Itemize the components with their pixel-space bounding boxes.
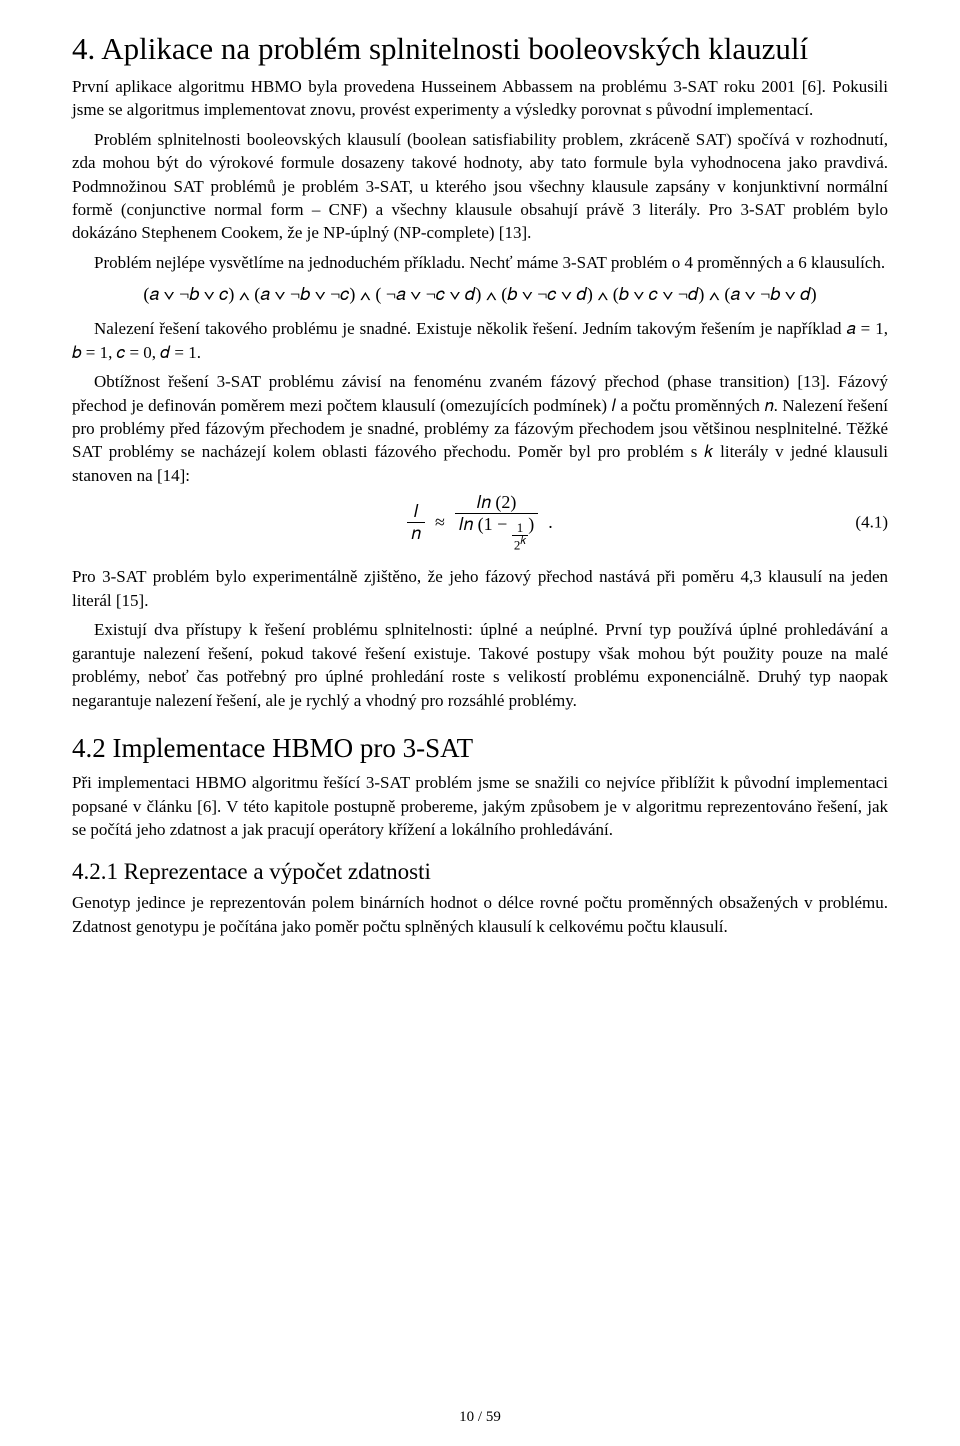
subsection-heading: 4.2 Implementace HBMO pro 3-SAT <box>72 730 888 767</box>
fraction-left: 𝑙 𝑛 <box>407 502 425 543</box>
denominator-text: 𝑙𝑛 (1 − <box>459 514 512 534</box>
equation-row: 𝑙 𝑛 ≈ 𝑙𝑛 (2) 𝑙𝑛 (1 − 12𝑘) . (4.1) <box>72 493 888 551</box>
approx-sign: ≈ <box>435 510 445 535</box>
denominator-close: ) <box>528 514 534 534</box>
equation-body: 𝑙 𝑛 ≈ 𝑙𝑛 (2) 𝑙𝑛 (1 − 12𝑘) . <box>407 493 552 551</box>
page-number: 10 / 59 <box>0 1407 960 1428</box>
fraction-right: 𝑙𝑛 (2) 𝑙𝑛 (1 − 12𝑘) <box>455 493 538 551</box>
fraction-numerator: 𝑙𝑛 (2) <box>473 493 521 513</box>
paragraph: Genotyp jedince je reprezentován polem b… <box>72 891 888 938</box>
nested-numerator: 1 <box>515 522 526 534</box>
nested-fraction: 12𝑘 <box>512 522 528 551</box>
paragraph: Existují dva přístupy k řešení problému … <box>72 618 888 712</box>
equation-period: . <box>548 510 553 535</box>
logic-formula: (𝑎 ∨ ¬𝑏 ∨ 𝑐) ∧ (𝑎 ∨ ¬𝑏 ∨ ¬𝑐) ∧ ( ¬𝑎 ∨ ¬𝑐… <box>72 282 888 307</box>
paragraph: Pro 3-SAT problém bylo experimentálně zj… <box>72 565 888 612</box>
nested-den-exponent: 𝑘 <box>520 535 526 547</box>
paragraph: Nalezení řešení takového problému je sna… <box>72 317 888 364</box>
paragraph: Problém splnitelnosti booleovských klaus… <box>72 128 888 245</box>
paragraph: Obtížnost řešení 3-SAT problému závisí n… <box>72 370 888 487</box>
paragraph: Při implementaci HBMO algoritmu řešící 3… <box>72 771 888 841</box>
fraction-denominator: 𝑙𝑛 (1 − 12𝑘) <box>455 513 538 551</box>
fraction-numerator: 𝑙 <box>410 502 423 522</box>
fraction-denominator: 𝑛 <box>407 522 425 543</box>
subsubsection-heading: 4.2.1 Reprezentace a výpočet zdatnosti <box>72 856 888 888</box>
nested-denominator: 2𝑘 <box>512 535 528 552</box>
paragraph: První aplikace algoritmu HBMO byla prove… <box>72 75 888 122</box>
paragraph: Problém nejlépe vysvětlíme na jednoduché… <box>72 251 888 274</box>
section-heading: 4. Aplikace na problém splnitelnosti boo… <box>72 30 888 69</box>
equation-number: (4.1) <box>855 511 888 534</box>
